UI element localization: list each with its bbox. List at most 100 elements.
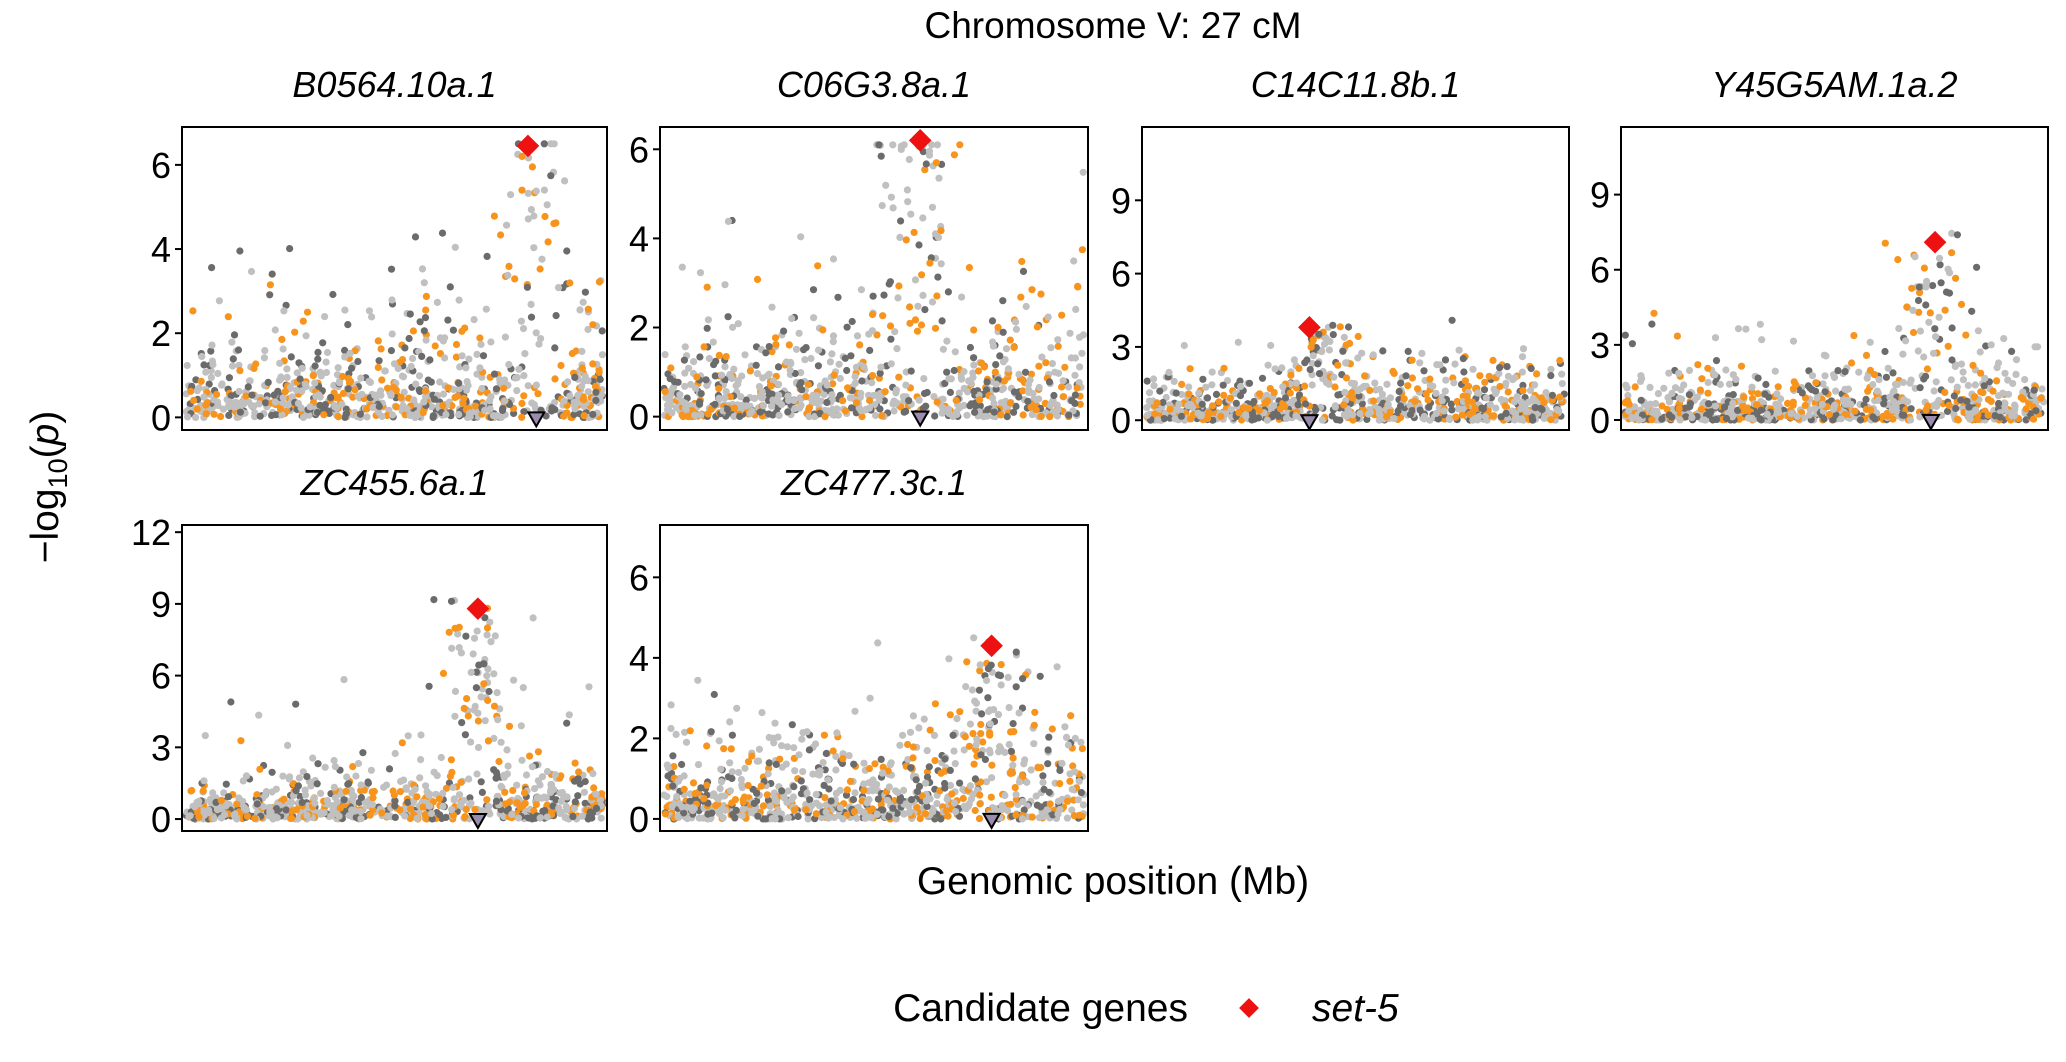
panel-3-point [1404, 382, 1412, 390]
panel-3-point [1237, 382, 1245, 391]
panel-2-point [1028, 286, 1036, 294]
panel-4-point [1701, 416, 1709, 424]
panel-4-point [1635, 416, 1643, 424]
panel-1-point [532, 381, 541, 389]
panel-6-point [923, 802, 931, 811]
panel-2-point [775, 380, 783, 388]
panel-3-point [1339, 347, 1347, 355]
panel-2-point [967, 379, 975, 388]
panel-5-point [592, 804, 601, 813]
panel-2-point [810, 314, 818, 322]
panel-5-frame [181, 524, 608, 832]
panel-1-point [208, 264, 216, 272]
panel-4-point [1676, 416, 1684, 424]
panel-1-point [455, 296, 463, 304]
panel-6-point [1001, 791, 1009, 800]
panel-6-point [1058, 759, 1066, 768]
panel-3-point [1489, 356, 1497, 364]
panel-3-point [1195, 389, 1203, 397]
panel-1-point [574, 391, 582, 399]
panel-4-point [1812, 379, 1820, 387]
panel-2-point [768, 303, 776, 311]
panel-4-point [1856, 416, 1865, 424]
panel-3-point [1178, 380, 1186, 388]
panel-3-point [1441, 356, 1450, 364]
panel-5-point [449, 783, 457, 792]
panel-4-point [1982, 342, 1990, 350]
panel-2-point [756, 408, 764, 416]
panel-6-point [975, 686, 984, 694]
panel-3-point [1411, 397, 1419, 405]
panel-3-point [1356, 409, 1364, 418]
panel-6-point [1030, 721, 1038, 729]
panel-2-point [865, 404, 874, 412]
panel-2-point [835, 360, 843, 368]
panel-2-point [1068, 397, 1076, 405]
panel-4-point [1987, 341, 1995, 349]
panel-5-point [331, 763, 339, 771]
panel-1-point [321, 313, 329, 321]
panel-3-point [1455, 346, 1463, 354]
panel-5-point [518, 756, 526, 764]
panel-1-point [311, 379, 319, 387]
panel-1-point [403, 405, 411, 413]
panel-1-point [235, 387, 243, 396]
panel-2-point [873, 331, 881, 339]
panel-2-point [988, 317, 997, 325]
panel-4-ytick-label-3: 9 [1590, 175, 1610, 216]
panel-6-point [762, 815, 770, 823]
panel-5-point [472, 668, 480, 676]
panel-2-point [887, 360, 895, 368]
panel-5-point [552, 796, 560, 804]
panel-2-point [718, 371, 726, 379]
panel-1-point [580, 412, 588, 420]
panel-1-point [424, 376, 432, 384]
panel-2-point [796, 381, 804, 389]
panel-1-ytick-label-3: 6 [151, 145, 171, 186]
panel-5-point [456, 801, 464, 810]
panel-6-point [899, 731, 907, 739]
panel-1-point [541, 212, 549, 221]
panel-1-point [524, 215, 532, 223]
panel-5-point [549, 802, 557, 810]
panel-3-point [1271, 365, 1279, 373]
panel-2-point [983, 378, 991, 386]
panel-5-point [571, 798, 579, 806]
panel-4-point [1953, 383, 1961, 391]
panel-4-point [1688, 414, 1696, 422]
panel-4-point [1866, 366, 1874, 374]
panel-3-point [1358, 400, 1366, 408]
panel-2-point [769, 396, 777, 404]
panel-4-point [2011, 403, 2019, 411]
panel-2-point [746, 410, 754, 418]
panel-6-point [896, 741, 904, 749]
panel-2-point [711, 400, 719, 408]
panel-4-point [1971, 381, 1979, 389]
panel-4-point [1907, 405, 1915, 413]
panel-1-point [311, 362, 319, 370]
panel-6-point [1015, 778, 1024, 786]
panel-1-point [564, 378, 572, 386]
panel-6-point [707, 728, 715, 736]
panel-4-point [1965, 403, 1973, 411]
panel-4-point [2037, 394, 2045, 402]
panel-1-point [441, 354, 449, 362]
panel-6-point [930, 731, 939, 740]
panel-2-point [834, 411, 842, 419]
panel-1-point [568, 349, 576, 358]
panel-1-point [228, 338, 236, 346]
panel-5-point [460, 796, 468, 805]
panel-1-point [519, 325, 528, 333]
panel-2-point [843, 366, 851, 375]
panel-3-point [1495, 370, 1503, 378]
panel-6-ytick-label-1: 2 [629, 718, 649, 759]
panel-3-point [1180, 341, 1188, 350]
panel-2-point [1064, 383, 1073, 391]
panel-3-point [1156, 387, 1164, 395]
panel-1-point [351, 386, 359, 394]
panel-1-point [247, 267, 256, 276]
panel-3-point [1306, 366, 1314, 374]
panel-5-point [288, 814, 296, 822]
panel-1-point [581, 288, 590, 296]
panel-3-point [1394, 407, 1402, 415]
